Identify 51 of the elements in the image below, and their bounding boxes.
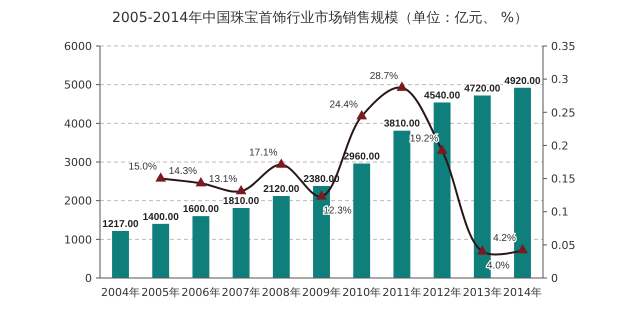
data-label: 1400.00 <box>142 212 180 223</box>
bar <box>353 164 370 278</box>
data-label: 3810.00 <box>384 118 420 130</box>
y2-tick-label: 0.35 <box>551 40 576 53</box>
x-tick-label: 2011年 <box>382 286 422 299</box>
data-label: 1217.00 <box>102 218 140 230</box>
x-tick-label: 2012年 <box>422 286 462 299</box>
data-label: 2960.00 <box>344 152 380 163</box>
y2-tick-label: 0.15 <box>551 172 576 186</box>
x-tick-label: 2004年 <box>101 286 140 299</box>
data-label: 1810.00 <box>223 196 260 208</box>
bar <box>393 130 410 278</box>
bar <box>192 216 210 278</box>
data-label: 15.0% <box>128 162 157 173</box>
y2-tick-label: 0.25 <box>551 106 576 120</box>
data-label: 1600.00 <box>182 204 220 216</box>
y-tick-label: 0 <box>85 272 92 285</box>
x-tick-label: 2009年 <box>302 286 341 299</box>
y2-tick-label: 0.1 <box>551 206 568 219</box>
data-label: 17.1% <box>249 148 278 159</box>
y-tick-label: 4000 <box>64 117 92 130</box>
x-tick-label: 2007年 <box>222 286 261 299</box>
data-label: 4540.00 <box>424 90 461 102</box>
x-tick-label: 2005年 <box>141 286 180 299</box>
y-tick-label: 2000 <box>64 194 92 208</box>
y-tick-label: 1000 <box>64 233 92 246</box>
data-label: 28.7% <box>370 70 398 82</box>
data-label: 2120.00 <box>263 184 300 196</box>
y-tick-label: 6000 <box>64 40 92 53</box>
bar <box>514 88 531 278</box>
x-tick-label: 2010年 <box>342 286 382 299</box>
y2-tick-label: 0.05 <box>551 238 576 252</box>
y2-tick-label: 0 <box>551 272 558 285</box>
y2-tick-label: 0.3 <box>551 73 568 86</box>
bar <box>112 230 129 278</box>
data-label: 24.4% <box>330 99 358 110</box>
x-tick-label: 2013年 <box>462 286 502 299</box>
data-label: 4720.00 <box>464 83 501 94</box>
y2-tick-label: 0.2 <box>551 139 568 152</box>
bar <box>152 224 170 278</box>
x-tick-label: 2014年 <box>503 286 542 299</box>
bar <box>272 196 290 278</box>
y-tick-label: 5000 <box>64 78 92 92</box>
data-label: 4920.00 <box>504 76 542 87</box>
data-label: 14.3% <box>168 166 198 178</box>
chart-title: 2005-2014年中国珠宝首饰行业市场销售规模（单位：亿元、 %） <box>112 10 528 26</box>
data-label: 13.1% <box>208 174 238 186</box>
y-tick-label: 3000 <box>64 156 92 169</box>
bar <box>232 208 250 278</box>
x-tick-label: 2008年 <box>262 286 301 299</box>
x-tick-label: 2006年 <box>181 286 220 299</box>
